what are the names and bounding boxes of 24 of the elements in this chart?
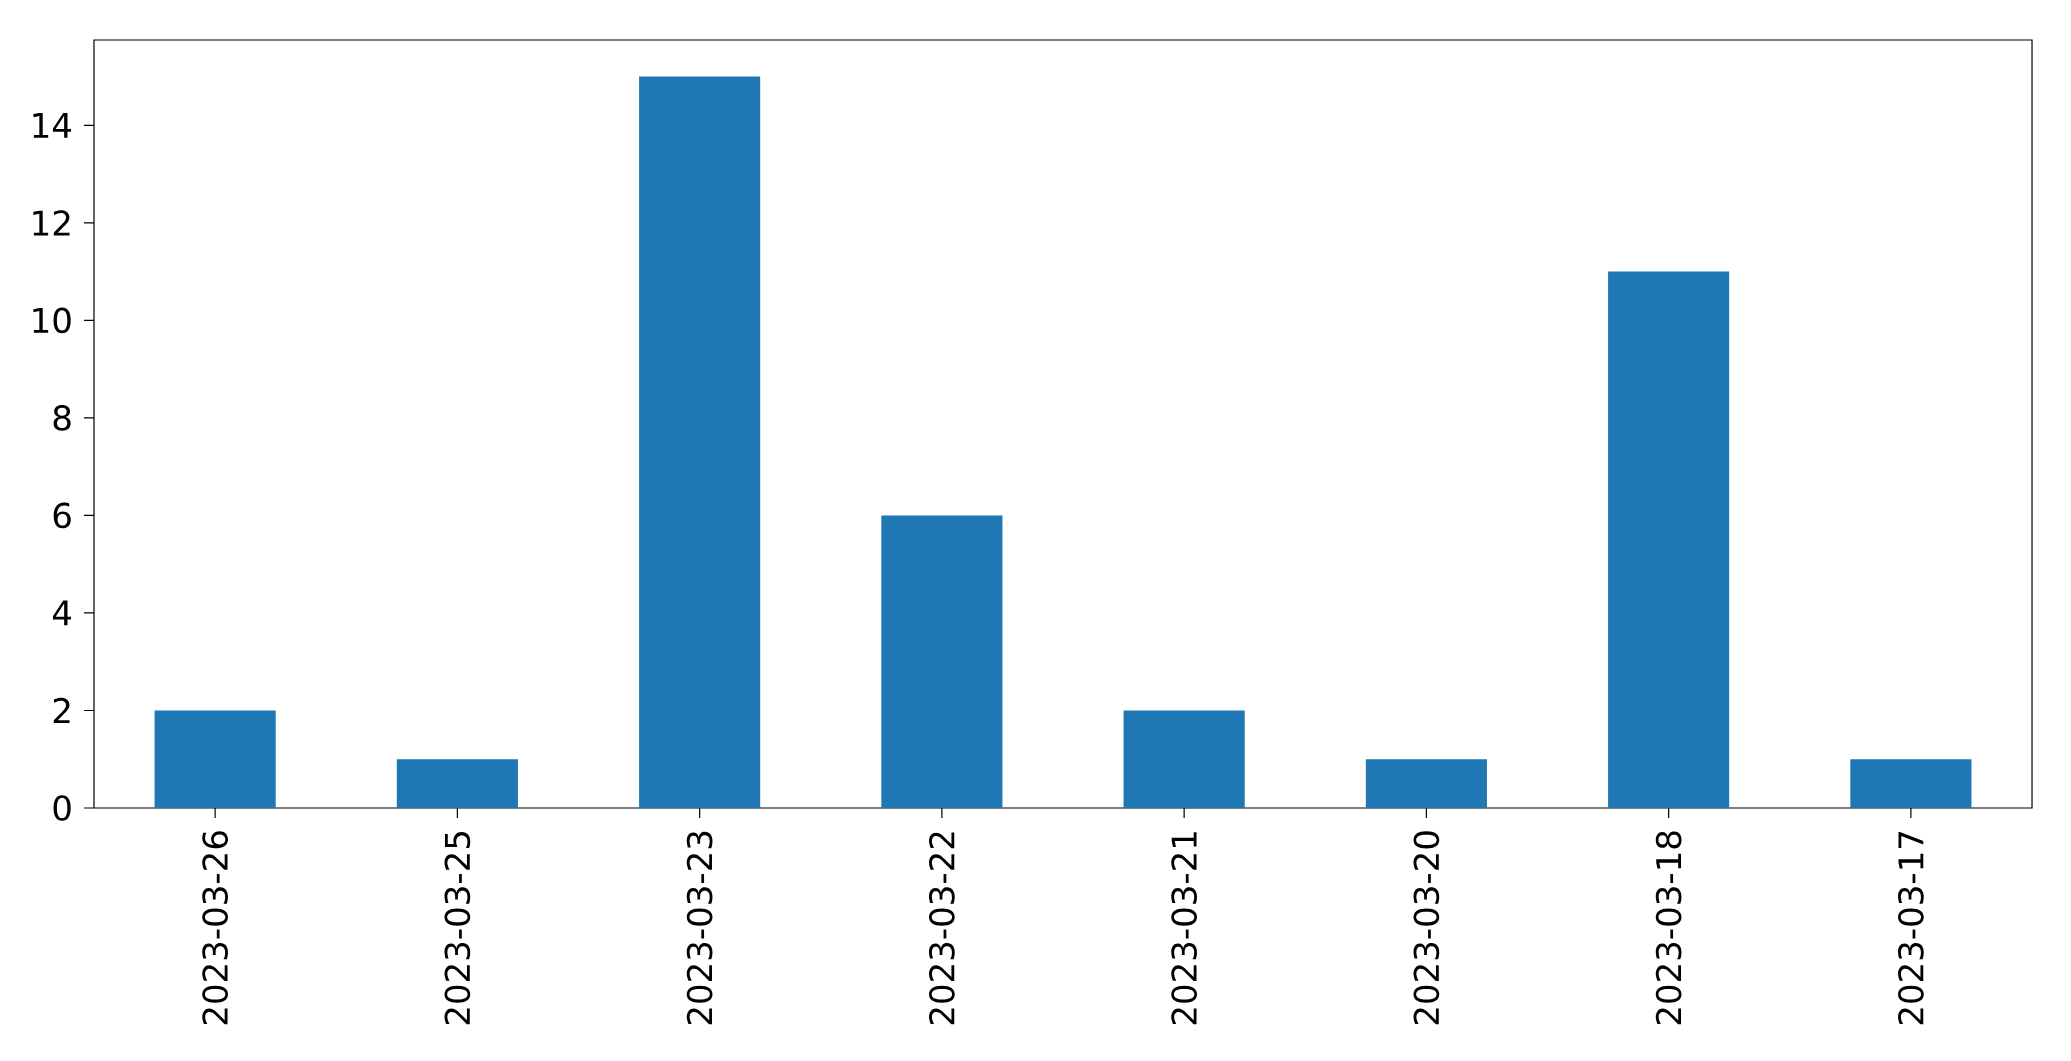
y-tick-label: 8: [53, 405, 71, 431]
x-tick-label: 2023-03-25: [444, 832, 471, 1025]
bar: [1123, 710, 1245, 808]
x-tick-label: 2023-03-26: [202, 831, 228, 1025]
y-tick-label: 2: [53, 697, 70, 724]
x-tick-label: 2023-03-23: [686, 831, 713, 1025]
y-tick-label: 4: [52, 600, 72, 626]
bar: [154, 710, 276, 808]
bar: [1608, 271, 1730, 808]
x-tick-label: 2023-03-21: [1171, 832, 1197, 1025]
bar: [881, 515, 1003, 808]
x-tick-label: 2023-03-18: [1655, 831, 1682, 1025]
x-tick-label: 2023-03-22: [929, 832, 955, 1025]
y-tick-label: 12: [33, 210, 70, 236]
bar: [1850, 759, 1972, 808]
bar: [1365, 759, 1487, 808]
x-tick-label: 2023-03-20: [1413, 831, 1440, 1025]
bar: [639, 76, 761, 808]
bar: [396, 759, 518, 808]
y-tick-label: 14: [33, 112, 72, 138]
y-tick-label: 6: [53, 502, 71, 529]
y-tick-label: 10: [33, 307, 71, 334]
x-tick-label: 2023-03-17: [1898, 832, 1924, 1025]
y-tick-label: 0: [53, 795, 71, 821]
